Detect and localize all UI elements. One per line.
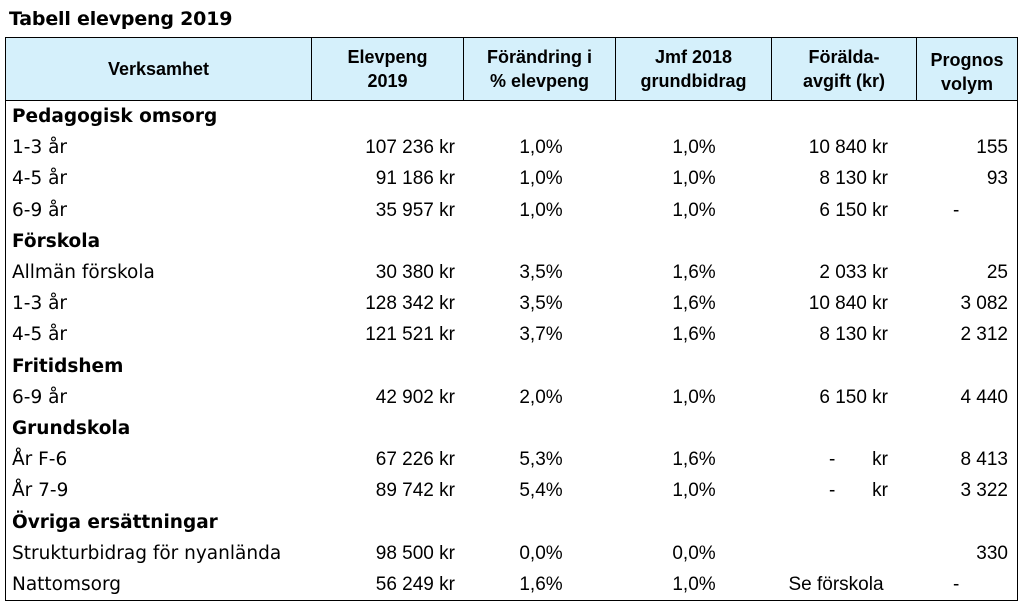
prognos-value: 155 [976, 137, 1008, 159]
avgift-kr: kr [872, 449, 888, 471]
jmf-value: 1,0% [672, 574, 716, 595]
elevpeng-value: 42 902 kr [375, 386, 455, 408]
avgift-value: 8 130 kr [819, 168, 888, 190]
avgift-value: 2 033 kr [819, 262, 888, 283]
section-row: Grundskola [6, 413, 1017, 444]
jmf-value: 1,6% [672, 293, 716, 315]
section-title: Grundskola [12, 418, 131, 439]
row-label: 6-9 år [12, 386, 68, 408]
table-title: Tabell elevpeng 2019 [9, 8, 233, 30]
avgift-value: 6 150 kr [819, 386, 888, 408]
jmf-value: 1,0% [672, 386, 716, 408]
jmf-value: 0,0% [672, 542, 716, 564]
prognos-value: 4 440 [960, 386, 1008, 408]
header-foraldaavgift: Förälda- avgift (kr) [772, 38, 917, 100]
table-row: Allmän förskola 30 380 kr 3,5% 1,6% 2 033 kr… [6, 257, 1017, 288]
row-label: 4-5 år [12, 324, 68, 346]
section-row: Övriga ersättningar [6, 507, 1017, 538]
jmf-value: 1,0% [672, 168, 716, 190]
elevpeng-value: 128 342 kr [365, 293, 455, 315]
avgift-value: 10 840 kr [808, 137, 888, 159]
elevpeng-value: 91 186 kr [375, 168, 455, 190]
elevpeng-value: 35 957 kr [375, 199, 455, 221]
section-title: Pedagogisk omsorg [12, 106, 218, 127]
jmf-value: 1,0% [672, 137, 716, 159]
forandring-value: 1,0% [519, 199, 563, 221]
forandring-value: 3,7% [519, 324, 563, 346]
forandring-value: 1,0% [519, 168, 563, 190]
forandring-value: 1,0% [519, 137, 563, 159]
row-label: År F-6 [12, 449, 68, 471]
table-header: Verksamhet Elevpeng 2019 Förändring i % … [6, 38, 1017, 101]
avgift-dash: - [829, 480, 836, 502]
elevpeng-value: 107 236 kr [365, 137, 455, 159]
avgift-value: 8 130 kr [819, 324, 888, 346]
row-label: Allmän förskola [12, 262, 155, 283]
elevpeng-value: 98 500 kr [375, 542, 455, 564]
jmf-value: 1,0% [672, 480, 716, 502]
elevpeng-value: 67 226 kr [375, 449, 455, 471]
table-row: År F-6 67 226 kr 5,3% 1,6% - kr 8 413 [6, 444, 1017, 475]
forandring-value: 2,0% [519, 386, 563, 408]
table-row: 6-9 år 42 902 kr 2,0% 1,0% 6 150 kr 4 440 [6, 382, 1017, 413]
table-row: 1-3 år 128 342 kr 3,5% 1,6% 10 840 kr 3 082 [6, 288, 1017, 319]
table-row: 6-9 år 35 957 kr 1,0% 1,0% 6 150 kr - [6, 195, 1017, 226]
row-label: 6-9 år [12, 199, 68, 221]
forandring-value: 1,6% [519, 574, 563, 595]
row-label: Nattomsorg [12, 574, 122, 595]
table-row: År 7-9 89 742 kr 5,4% 1,0% - kr 3 322 [6, 475, 1017, 506]
elevpeng-value: 56 249 kr [375, 574, 455, 595]
avgift-kr: kr [872, 480, 888, 502]
table-row: Strukturbidrag för nyanlända 98 500 kr 0,0… [6, 538, 1017, 569]
jmf-value: 1,0% [672, 199, 716, 221]
forandring-value: 3,5% [519, 262, 563, 283]
prognos-value: 2 312 [960, 324, 1008, 346]
prognos-value: 330 [976, 542, 1008, 564]
table-row: 4-5 år 121 521 kr 3,7% 1,6% 8 130 kr 2 312 [6, 319, 1017, 350]
section-title: Övriga ersättningar [12, 511, 218, 533]
table-row: Nattomsorg 56 249 kr 1,6% 1,0% Se förskola - [6, 569, 1017, 600]
avgift-value: 10 840 kr [808, 293, 888, 315]
row-label: Strukturbidrag för nyanlända [12, 542, 282, 564]
avgift-value: 6 150 kr [819, 199, 888, 221]
prognos-value: 93 [986, 168, 1008, 190]
jmf-value: 1,6% [672, 262, 716, 283]
header-elevpeng: Elevpeng 2019 [312, 38, 464, 100]
section-row: Pedagogisk omsorg [6, 101, 1017, 132]
elevpeng-value: 30 380 kr [375, 262, 455, 283]
elevpeng-value: 121 521 kr [365, 324, 455, 346]
header-prognos: Prognos volym [930, 50, 1004, 94]
header-forandring: Förändring i % elevpeng [464, 38, 616, 100]
table-row: 4-5 år 91 186 kr 1,0% 1,0% 8 130 kr 93 [6, 163, 1017, 194]
section-title: Fritidshem [12, 355, 124, 377]
forandring-value: 5,3% [519, 449, 563, 471]
header-verksamhet: Verksamhet [6, 38, 312, 100]
section-row: Förskola [6, 226, 1017, 257]
forandring-value: 5,4% [519, 480, 563, 502]
elevpeng-value: 89 742 kr [375, 480, 455, 502]
avgift-text: Se förskola [788, 574, 884, 595]
row-label: 4-5 år [12, 168, 68, 190]
section-row: Fritidshem [6, 351, 1017, 382]
avgift-dash: - [829, 449, 836, 471]
jmf-value: 1,6% [672, 449, 716, 471]
table-row: 1-3 år 107 236 kr 1,0% 1,0% 10 840 kr 155 [6, 132, 1017, 163]
forandring-value: 0,0% [519, 542, 563, 564]
prognos-value: 25 [986, 262, 1008, 283]
prognos-value: 8 413 [960, 449, 1008, 471]
section-title: Förskola [12, 230, 101, 252]
forandring-value: 3,5% [519, 293, 563, 315]
elevpeng-table: Verksamhet Elevpeng 2019 Förändring i % … [5, 37, 1018, 601]
header-jmf: Jmf 2018 grundbidrag [616, 38, 772, 100]
row-label: 1-3 år [12, 137, 68, 159]
prognos-value: 3 322 [960, 480, 1008, 502]
prognos-value: 3 082 [960, 293, 1008, 315]
row-label: 1-3 år [12, 293, 68, 315]
prognos-value: - [953, 574, 960, 595]
prognos-value: - [953, 199, 960, 221]
jmf-value: 1,6% [672, 324, 716, 346]
row-label: År 7-9 [12, 480, 69, 502]
